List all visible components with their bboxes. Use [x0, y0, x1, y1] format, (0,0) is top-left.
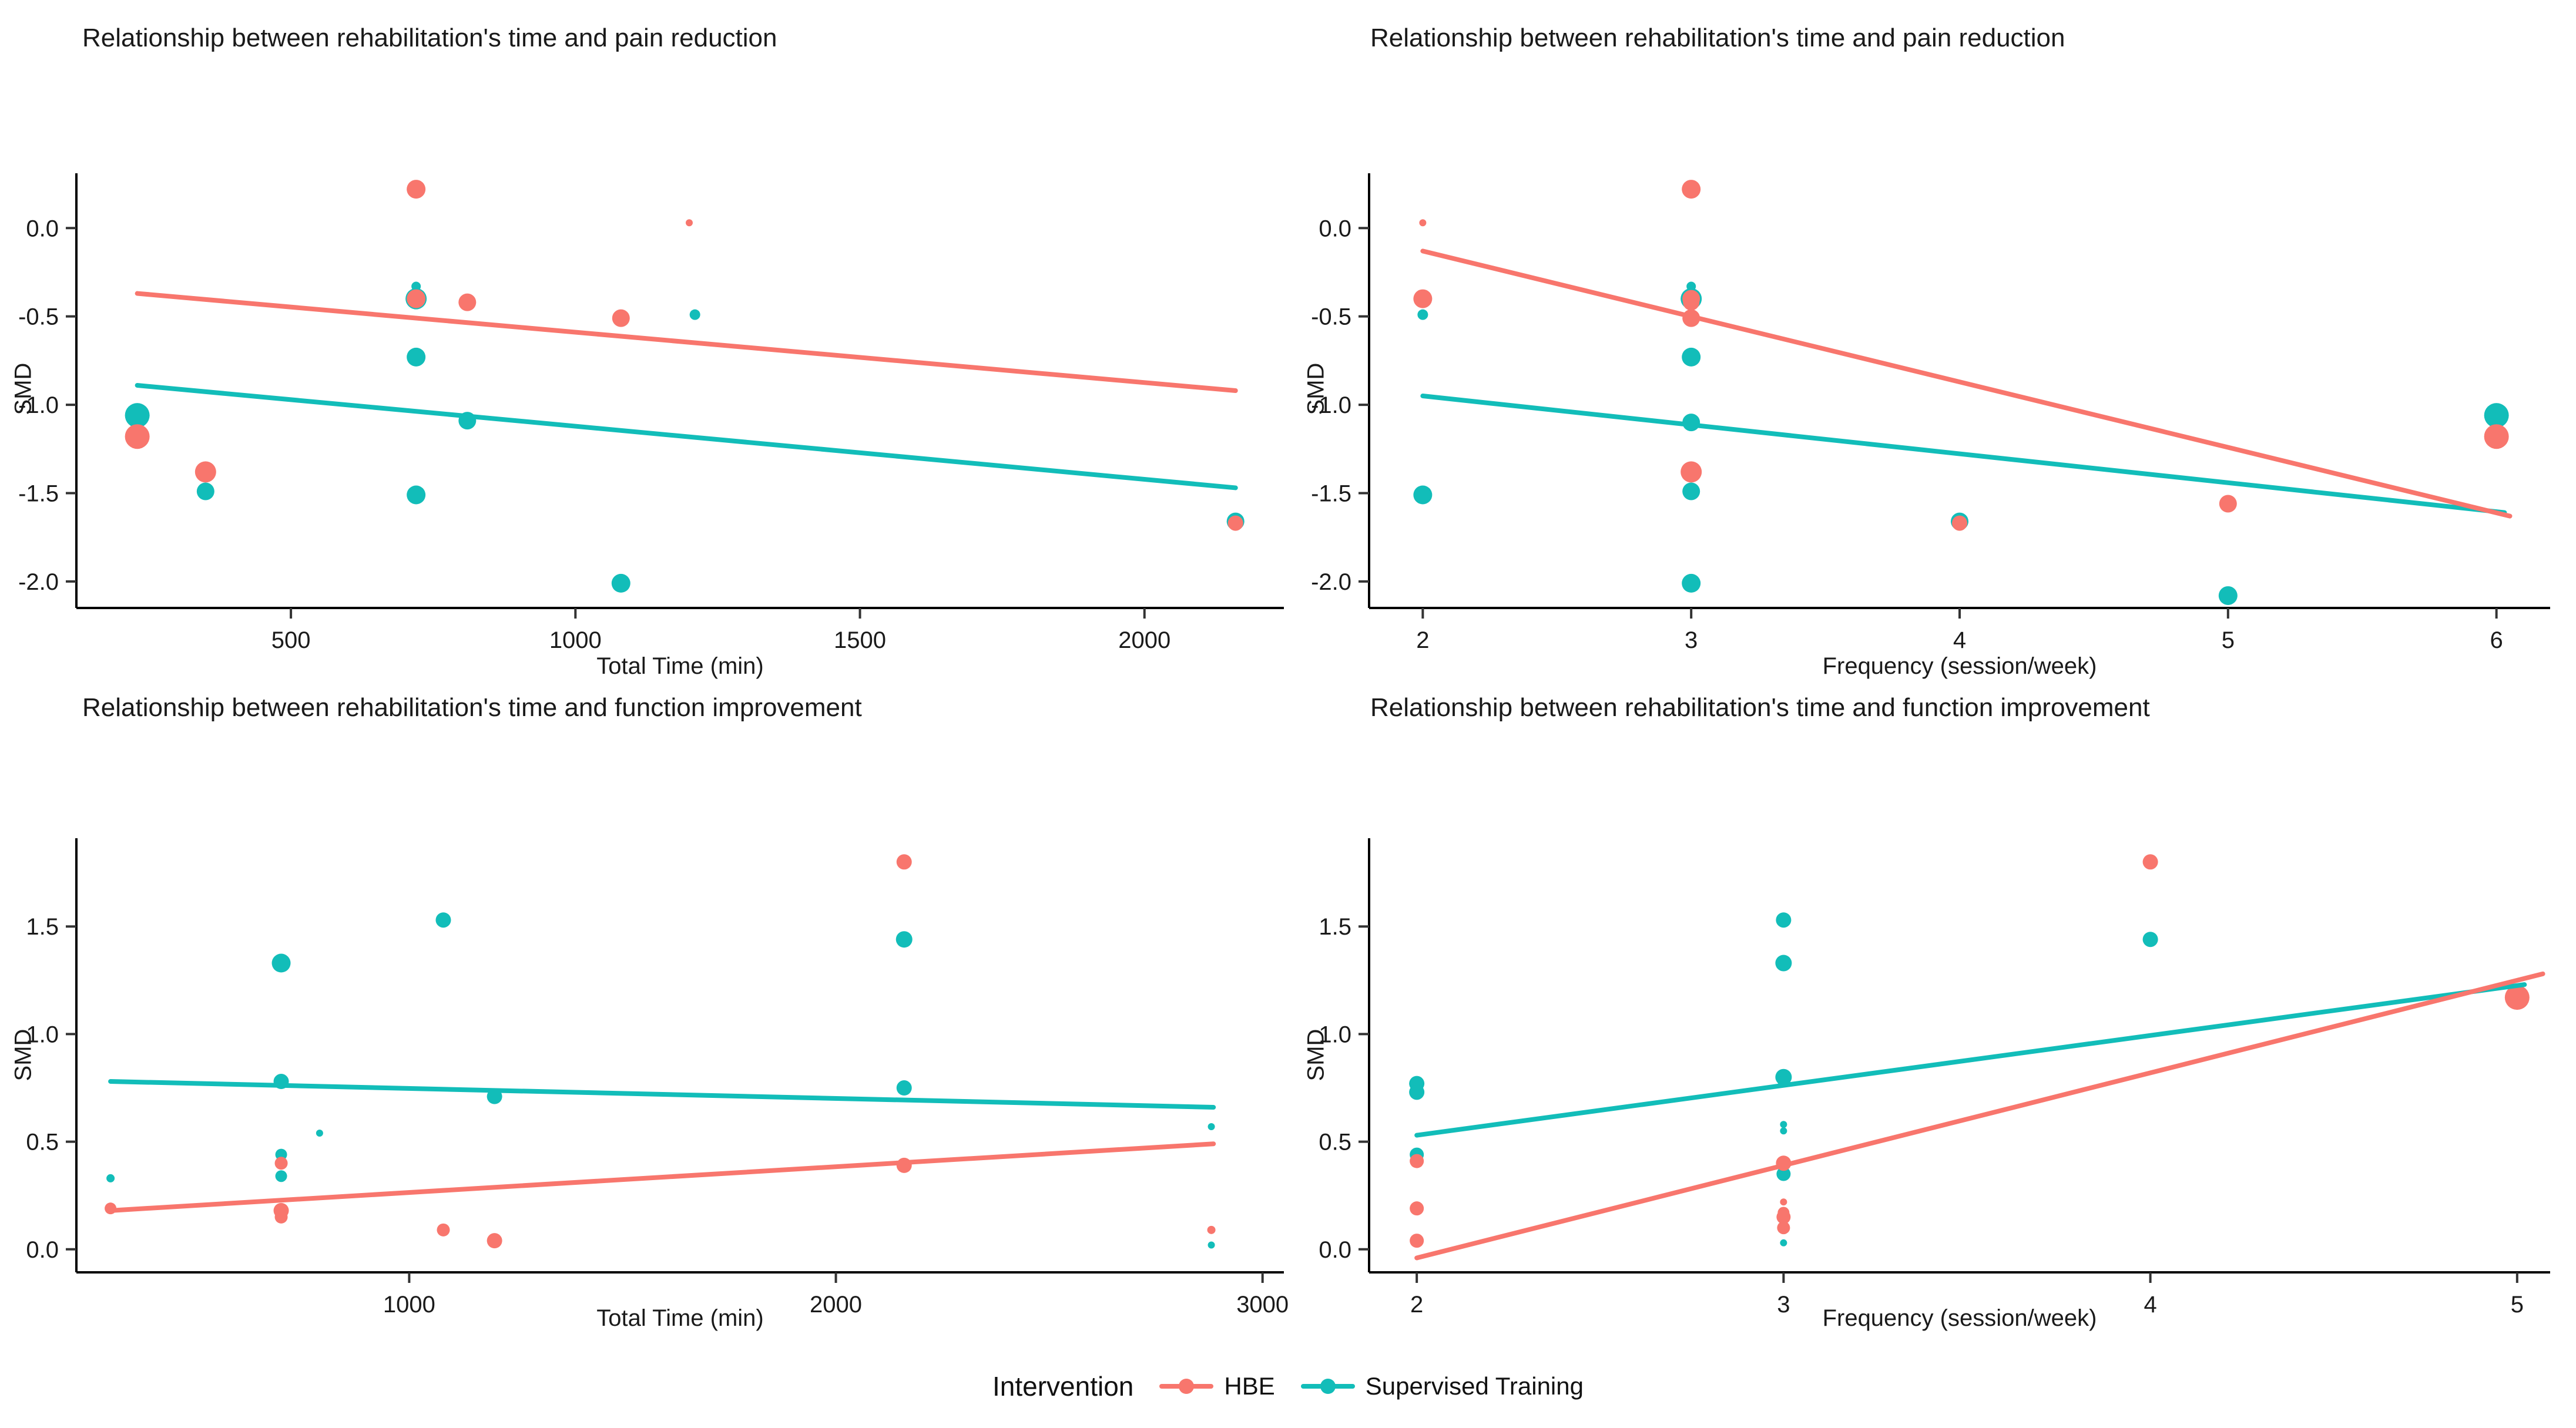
svg-text:3: 3	[1685, 627, 1698, 653]
svg-text:1000: 1000	[383, 1292, 435, 1318]
panel-title: Relationship between rehabilitation's ti…	[1370, 693, 2150, 722]
legend-item-label: Supervised Training	[1365, 1372, 1584, 1400]
pain-vs-total-time-plot: 500 1000 1500 2000 0.0 -0.5 -1.0 -1.5 -2.0	[18, 173, 1284, 653]
hbe-line-dot-icon	[1159, 1379, 1214, 1394]
svg-text:2: 2	[1410, 1292, 1423, 1318]
svg-text:5: 5	[2222, 627, 2235, 653]
svg-text:-1.0: -1.0	[18, 392, 59, 418]
supervised-training-line-dot-icon	[1300, 1379, 1355, 1394]
svg-text:1.0: 1.0	[1319, 1022, 1351, 1047]
y-axis-label: SMD	[10, 362, 36, 415]
svg-text:1000: 1000	[549, 627, 602, 653]
y-axis-label: SMD	[1303, 1029, 1329, 1081]
legend-item-hbe: HBE	[1159, 1372, 1275, 1400]
panel-pain-vs-frequency: 2 3 4 5 6 0.0 -0.5 -1.0 -1.5 -2.0 Relationship be…	[1288, 0, 2576, 688]
svg-text:-2.0: -2.0	[1311, 569, 1351, 595]
x-axis-label: Frequency (session/week)	[1822, 1305, 2097, 1331]
svg-text:3: 3	[1777, 1292, 1790, 1318]
y-axis-label: SMD	[1303, 362, 1329, 415]
svg-text:1.5: 1.5	[1319, 914, 1351, 940]
panel-title: Relationship between rehabilitation's ti…	[82, 23, 777, 52]
panel-title: Relationship between rehabilitation's ti…	[1370, 23, 2065, 52]
svg-text:0.0: 0.0	[1319, 1237, 1351, 1263]
legend: Intervention HBE Supervised Training	[0, 1357, 2576, 1416]
svg-text:2000: 2000	[1118, 627, 1170, 653]
svg-text:4: 4	[1953, 627, 1966, 653]
svg-text:2000: 2000	[810, 1292, 862, 1318]
legend-item-supervised-training: Supervised Training	[1300, 1372, 1584, 1400]
panel-pain-vs-total-time: 500 1000 1500 2000 0.0 -0.5 -1.0 -1.5 -2.0 Relat…	[0, 0, 1288, 688]
svg-text:0.5: 0.5	[1319, 1130, 1351, 1155]
svg-text:1.0: 1.0	[26, 1022, 59, 1047]
y-axis-label: SMD	[10, 1029, 36, 1081]
function-vs-total-time-plot: 1000 2000 3000 1.5 1.0 0.5 0.0	[26, 838, 1288, 1318]
svg-text:1500: 1500	[834, 627, 886, 653]
svg-text:0.0: 0.0	[1319, 216, 1351, 241]
panel-function-vs-frequency: 2 3 4 5 1.5 1.0 0.5 0.0 Relationship between re…	[1288, 688, 2576, 1357]
svg-text:-1.5: -1.5	[18, 481, 59, 506]
svg-text:2: 2	[1416, 627, 1429, 653]
x-axis-label: Total Time (min)	[596, 653, 764, 679]
svg-text:4: 4	[2144, 1292, 2156, 1318]
svg-text:5: 5	[2511, 1292, 2524, 1318]
panel-function-vs-total-time: 1000 2000 3000 1.5 1.0 0.5 0.0 Relationship be…	[0, 688, 1289, 1357]
svg-text:0.5: 0.5	[26, 1130, 59, 1155]
svg-text:-2.0: -2.0	[18, 569, 59, 595]
svg-text:-1.5: -1.5	[1311, 481, 1351, 506]
function-vs-frequency-plot: 2 3 4 5 1.5 1.0 0.5 0.0	[1319, 838, 2550, 1318]
x-axis-label: Total Time (min)	[596, 1305, 764, 1331]
svg-text:0.0: 0.0	[26, 1237, 59, 1263]
legend-item-label: HBE	[1224, 1372, 1275, 1400]
x-axis-label: Frequency (session/week)	[1822, 653, 2097, 679]
svg-text:1.5: 1.5	[26, 914, 59, 940]
svg-text:3000: 3000	[1236, 1292, 1288, 1318]
svg-text:0.0: 0.0	[26, 216, 59, 241]
svg-text:6: 6	[2490, 627, 2503, 653]
svg-text:-0.5: -0.5	[1311, 304, 1351, 330]
panel-title: Relationship between rehabilitation's ti…	[82, 693, 862, 722]
svg-text:-0.5: -0.5	[18, 304, 59, 330]
svg-text:500: 500	[271, 627, 311, 653]
svg-text:-1.0: -1.0	[1311, 392, 1351, 418]
legend-title: Intervention	[992, 1371, 1134, 1402]
pain-vs-frequency-plot: 2 3 4 5 6 0.0 -0.5 -1.0 -1.5 -2.0	[1311, 173, 2550, 653]
